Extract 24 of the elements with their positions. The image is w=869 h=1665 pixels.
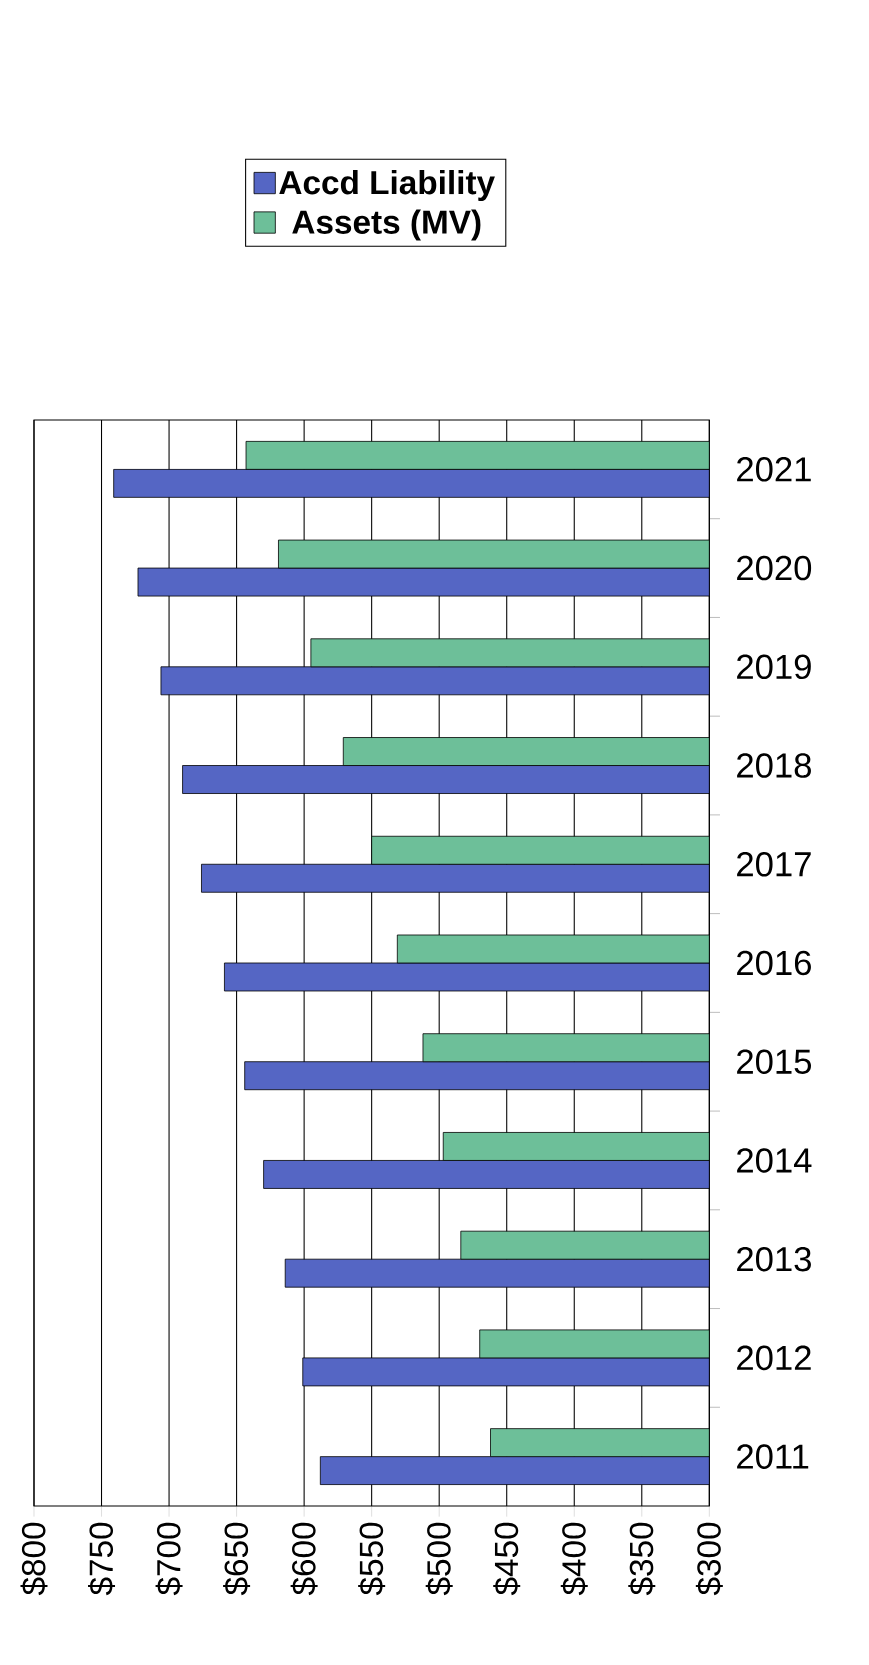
y-tick-label: 2017 (737, 851, 811, 877)
legend-label: Assets (MV) (292, 209, 481, 241)
y-tick-label: 2012 (737, 1345, 811, 1371)
x-tick-label: $300 (695, 1522, 723, 1596)
x-tick-label: $500 (425, 1522, 453, 1596)
x-tick-label: $650 (223, 1522, 251, 1596)
x-tick-label: $350 (628, 1522, 656, 1596)
x-tick-label: $600 (290, 1522, 318, 1596)
y-tick-label: 2020 (737, 555, 812, 581)
y-tick-label: 2011 (737, 1444, 809, 1469)
y-tick-label: 2013 (737, 1246, 811, 1272)
x-tick-label: $400 (560, 1522, 588, 1596)
x-tick-label: $800 (20, 1522, 48, 1596)
x-tick-label: $750 (88, 1522, 116, 1596)
x-tick-label: $550 (358, 1522, 386, 1596)
y-tick-label: 2016 (737, 950, 811, 976)
legend-label: Accd Liability (279, 169, 495, 202)
y-tick-label: 2015 (737, 1049, 811, 1074)
x-tick-label: $700 (155, 1522, 183, 1596)
y-tick-label: 2019 (737, 654, 811, 680)
y-tick-label: 2021 (737, 457, 811, 482)
y-tick-label: 2014 (737, 1148, 812, 1173)
y-tick-label: 2018 (737, 753, 811, 778)
x-tick-label: $450 (493, 1522, 521, 1596)
